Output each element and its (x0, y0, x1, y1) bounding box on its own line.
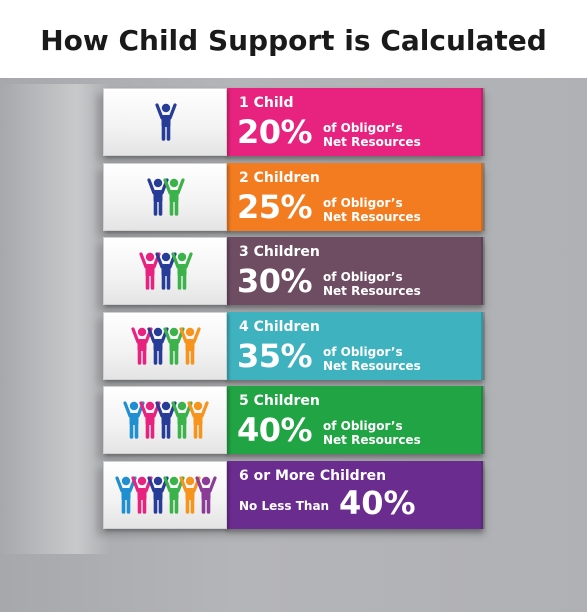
title-banner (0, 0, 587, 78)
child-figure-icon (147, 476, 169, 514)
percentage-bar: 5 Children 40% of Obligor’s Net Resource… (227, 386, 485, 454)
children-figures-card (103, 461, 227, 529)
page-title: How Child Support is Calculated (40, 24, 547, 57)
percentage: 40% (339, 484, 416, 522)
children-figures-card (103, 163, 227, 231)
child-count: 2 Children (239, 170, 320, 186)
child-figure-icon (179, 327, 201, 365)
percentage-bar: 4 Children 35% of Obligor’s Net Resource… (227, 312, 485, 380)
percentage: 20% (237, 113, 313, 151)
child-figure-icon (163, 178, 185, 216)
child-figure-icon (155, 103, 177, 141)
row-1-child: 1 Child 20% of Obligor’s Net Resources (97, 88, 485, 162)
description: of Obligor’s Net Resources (323, 270, 421, 298)
child-figure-icon (131, 476, 153, 514)
description: of Obligor’s Net Resources (323, 196, 421, 224)
child-figures-icon (139, 252, 193, 290)
child-figure-icon (195, 476, 217, 514)
child-figure-icon (179, 476, 201, 514)
percentage: 35% (237, 337, 313, 375)
description: of Obligor’s Net Resources (323, 121, 421, 149)
child-figure-icon (155, 252, 177, 290)
percentage-bar: 1 Child 20% of Obligor’s Net Resources (227, 88, 485, 156)
children-figures-card (103, 237, 227, 305)
percentage-bar: 2 Children 25% of Obligor’s Net Resource… (227, 163, 485, 231)
percentage-bar: 6 or More Children No Less Than 40% (227, 461, 485, 529)
child-figure-icon (123, 401, 145, 439)
child-figures-icon (115, 476, 217, 514)
row-5-children: 5 Children 40% of Obligor’s Net Resource… (97, 386, 485, 460)
child-figure-icon (163, 476, 185, 514)
child-figure-icon (139, 401, 161, 439)
children-figures-card (103, 88, 227, 156)
child-figure-icon (187, 401, 209, 439)
description: of Obligor’s Net Resources (323, 345, 421, 373)
children-figures-card (103, 312, 227, 380)
percentage: 25% (237, 188, 313, 226)
child-count: 1 Child (239, 95, 294, 111)
child-figure-icon (163, 327, 185, 365)
child-figure-icon (155, 401, 177, 439)
child-count: 3 Children (239, 244, 320, 260)
row-2-children: 2 Children 25% of Obligor’s Net Resource… (97, 163, 485, 237)
row-3-children: 3 Children 30% of Obligor’s Net Resource… (97, 237, 485, 311)
child-figures-icon (123, 401, 209, 439)
child-figures-icon (147, 178, 185, 216)
child-figure-icon (171, 401, 193, 439)
row-6-or-more-children: 6 or More Children No Less Than 40% (97, 461, 485, 535)
child-count: 5 Children (239, 393, 320, 409)
percentage-bar: 3 Children 30% of Obligor’s Net Resource… (227, 237, 485, 305)
child-count: 6 or More Children (239, 468, 387, 484)
row-4-children: 4 Children 35% of Obligor’s Net Resource… (97, 312, 485, 386)
child-figures-icon (155, 103, 177, 141)
child-figure-icon (171, 252, 193, 290)
child-figure-icon (139, 252, 161, 290)
description: of Obligor’s Net Resources (323, 419, 421, 447)
child-figure-icon (131, 327, 153, 365)
minimum-prefix: No Less Than (239, 499, 330, 513)
child-count: 4 Children (239, 319, 320, 335)
child-figures-icon (131, 327, 201, 365)
children-figures-card (103, 386, 227, 454)
child-figure-icon (115, 476, 137, 514)
child-figure-icon (147, 178, 169, 216)
percentage: 30% (237, 262, 313, 300)
decorative-shadow (0, 84, 110, 554)
child-figure-icon (147, 327, 169, 365)
percentage: 40% (237, 411, 313, 449)
